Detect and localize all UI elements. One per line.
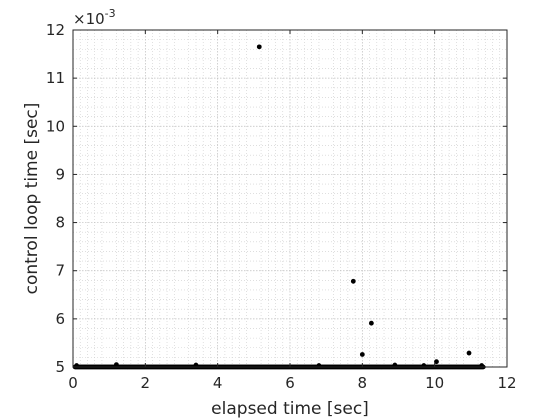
y-exponent-label: ×10-3 — [73, 7, 116, 28]
y-tick-label: 5 — [55, 358, 65, 376]
axis-ticks — [72, 29, 508, 368]
y-tick-label: 8 — [55, 214, 65, 232]
y-tick-labels: 5 6 7 8 9 10 11 12 — [46, 21, 65, 376]
x-axis-label: elapsed time [sec] — [211, 399, 369, 419]
data-point — [368, 320, 374, 326]
y-tick-label: 12 — [46, 21, 65, 39]
data-point — [359, 352, 365, 357]
x-tick-label: 8 — [358, 374, 368, 392]
minor-grid — [73, 30, 507, 367]
y-tick-label: 11 — [46, 69, 65, 87]
data-point — [466, 350, 472, 356]
data-point — [114, 362, 119, 367]
x-tick-label: 2 — [141, 374, 151, 392]
y-tick-label: 10 — [46, 117, 65, 135]
x-tick-label: 10 — [425, 374, 444, 392]
data-point — [193, 362, 199, 368]
y-axis-label: control loop time [sec] — [22, 103, 42, 295]
y-tick-label: 6 — [55, 310, 65, 328]
data-points — [72, 44, 486, 370]
x-tick-labels: 0 2 4 6 8 10 12 — [68, 374, 516, 392]
data-point — [434, 359, 439, 365]
x-tick-label: 4 — [213, 374, 223, 392]
x-tick-label: 6 — [285, 374, 295, 392]
x-tick-label: 0 — [68, 374, 78, 392]
y-tick-label: 9 — [55, 165, 65, 183]
data-point — [392, 362, 398, 368]
y-tick-label: 7 — [55, 262, 65, 280]
x-tick-label: 12 — [497, 374, 516, 392]
data-point — [350, 278, 356, 284]
data-point — [256, 44, 262, 50]
